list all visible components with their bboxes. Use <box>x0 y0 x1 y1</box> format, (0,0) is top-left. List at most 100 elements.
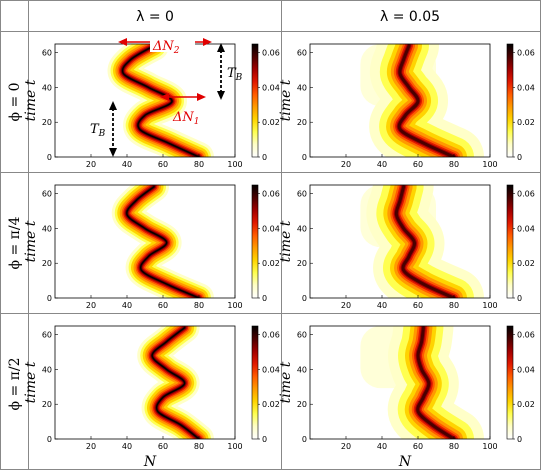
x-tick-label: 100 <box>482 160 497 169</box>
delta-n1-arrowhead-left <box>160 93 169 101</box>
x-tick-label: 20 <box>86 301 96 310</box>
heatmap-6 <box>360 326 484 439</box>
y-tick-label: 20 <box>297 118 307 127</box>
y-tick-label: 20 <box>42 400 52 409</box>
tb-upper-arrowhead-down <box>217 91 225 100</box>
y-tick-label: 20 <box>42 118 52 127</box>
row-header-phi-pi2: ϕ = π/2 <box>7 358 23 411</box>
x-tick-label: 100 <box>227 160 242 169</box>
tb-upper-label: TB <box>227 66 243 83</box>
x-tick-label: 40 <box>377 442 387 451</box>
colorbar-tick-label: 0 <box>517 153 522 162</box>
colorbar-1 <box>251 43 259 158</box>
colorbar-tick-label: 0.04 <box>262 365 280 374</box>
y-axis-label: time t <box>278 220 294 262</box>
colorbar-tick-label: 0.06 <box>262 190 280 199</box>
x-tick-label: 60 <box>413 301 423 310</box>
colorbar-tick-label: 0.02 <box>517 118 535 127</box>
x-tick-label: 80 <box>194 160 204 169</box>
x-tick-label: 40 <box>122 301 132 310</box>
y-tick-label: 60 <box>297 190 307 199</box>
tb-lower-arrowhead-down <box>109 148 117 157</box>
plot-frame-1 <box>54 43 236 158</box>
row-header-phi-pi4: ϕ = π/4 <box>7 216 23 269</box>
y-tick-label: 0 <box>302 294 307 303</box>
heatmap-5 <box>137 326 214 439</box>
column-header-lambda-005: λ = 0.05 <box>380 9 440 25</box>
colorbar-2 <box>506 43 514 158</box>
column-header-lambda-0: λ = 0 <box>136 9 174 25</box>
colorbar-tick-label: 0.04 <box>262 83 280 92</box>
colorbar-tick-label: 0.02 <box>262 118 280 127</box>
y-axis-label: time t <box>23 361 39 403</box>
x-tick-label: 40 <box>122 160 132 169</box>
y-tick-label: 0 <box>302 153 307 162</box>
plot-frame-3 <box>54 184 236 299</box>
y-axis-label: time t <box>278 79 294 121</box>
x-axis-label-right: N <box>398 454 412 470</box>
colorbar-tick-label: 0.02 <box>262 400 280 409</box>
y-tick-label: 0 <box>47 435 52 444</box>
panel-3: 20 40 60 80 100 0 20 40 60 time t 0 0.02 0.04 0.06 <box>23 184 280 310</box>
y-tick-label: 40 <box>42 83 52 92</box>
x-tick-label: 40 <box>377 301 387 310</box>
colorbar-5 <box>251 325 259 440</box>
tb-upper-arrowhead-up <box>217 43 225 52</box>
colorbar-tick-label: 0.02 <box>517 259 535 268</box>
plot-frame-4 <box>309 184 491 299</box>
x-tick-label: 20 <box>341 160 351 169</box>
colorbar-tick-label: 0.04 <box>517 365 535 374</box>
panel-1: 20 40 60 80 100 0 20 40 60 time t 0 0.02 0.04 0.06 <box>23 43 280 169</box>
heatmap-3 <box>111 185 214 298</box>
tb-lower-label: TB <box>90 122 106 139</box>
x-tick-label: 40 <box>122 442 132 451</box>
delta-n1-arrowhead-right <box>197 93 206 101</box>
y-axis-label: time t <box>23 79 39 121</box>
y-tick-label: 60 <box>42 190 52 199</box>
y-tick-label: 20 <box>42 259 52 268</box>
x-tick-label: 60 <box>413 160 423 169</box>
x-tick-label: 60 <box>413 442 423 451</box>
heatmap-1 <box>107 44 214 157</box>
y-tick-label: 40 <box>297 224 307 233</box>
annotations: ΔN2 ΔN1 TB TB <box>90 34 243 157</box>
x-tick-label: 80 <box>449 160 459 169</box>
y-tick-label: 20 <box>297 400 307 409</box>
y-tick-label: 0 <box>47 153 52 162</box>
x-tick-label: 60 <box>158 442 168 451</box>
colorbar-tick-label: 0.04 <box>517 224 535 233</box>
panels: 20 40 60 80 100 0 20 40 60 time t 0 0.02 0.04 0.06 20 4… <box>23 43 535 451</box>
y-tick-label: 40 <box>42 365 52 374</box>
colorbar-tick-label: 0 <box>262 153 267 162</box>
x-tick-label: 100 <box>227 301 242 310</box>
x-tick-label: 20 <box>341 301 351 310</box>
colorbar-tick-label: 0.06 <box>517 49 535 58</box>
x-tick-label: 100 <box>482 442 497 451</box>
delta-n1-label: ΔN1 <box>172 110 200 127</box>
colorbar-tick-label: 0.02 <box>262 259 280 268</box>
x-tick-label: 100 <box>227 442 242 451</box>
tb-lower-arrowhead-up <box>109 101 117 110</box>
colorbar-tick-label: 0.06 <box>517 331 535 340</box>
x-tick-label: 80 <box>449 301 459 310</box>
colorbar-tick-label: 0.02 <box>517 400 535 409</box>
y-tick-label: 40 <box>297 83 307 92</box>
x-axis-label-left: N <box>143 454 157 470</box>
x-tick-label: 60 <box>158 301 168 310</box>
plot-frame-5 <box>54 325 236 440</box>
y-axis-label: time t <box>278 361 294 403</box>
x-tick-label: 80 <box>449 442 459 451</box>
colorbar-tick-label: 0 <box>517 294 522 303</box>
colorbar-tick-label: 0.06 <box>262 49 280 58</box>
y-tick-label: 20 <box>297 259 307 268</box>
delta-n2-label-bg <box>150 34 195 52</box>
y-tick-label: 60 <box>42 331 52 340</box>
x-tick-label: 100 <box>482 301 497 310</box>
y-tick-label: 40 <box>297 365 307 374</box>
colorbar-4 <box>506 184 514 299</box>
x-tick-label: 80 <box>194 301 204 310</box>
